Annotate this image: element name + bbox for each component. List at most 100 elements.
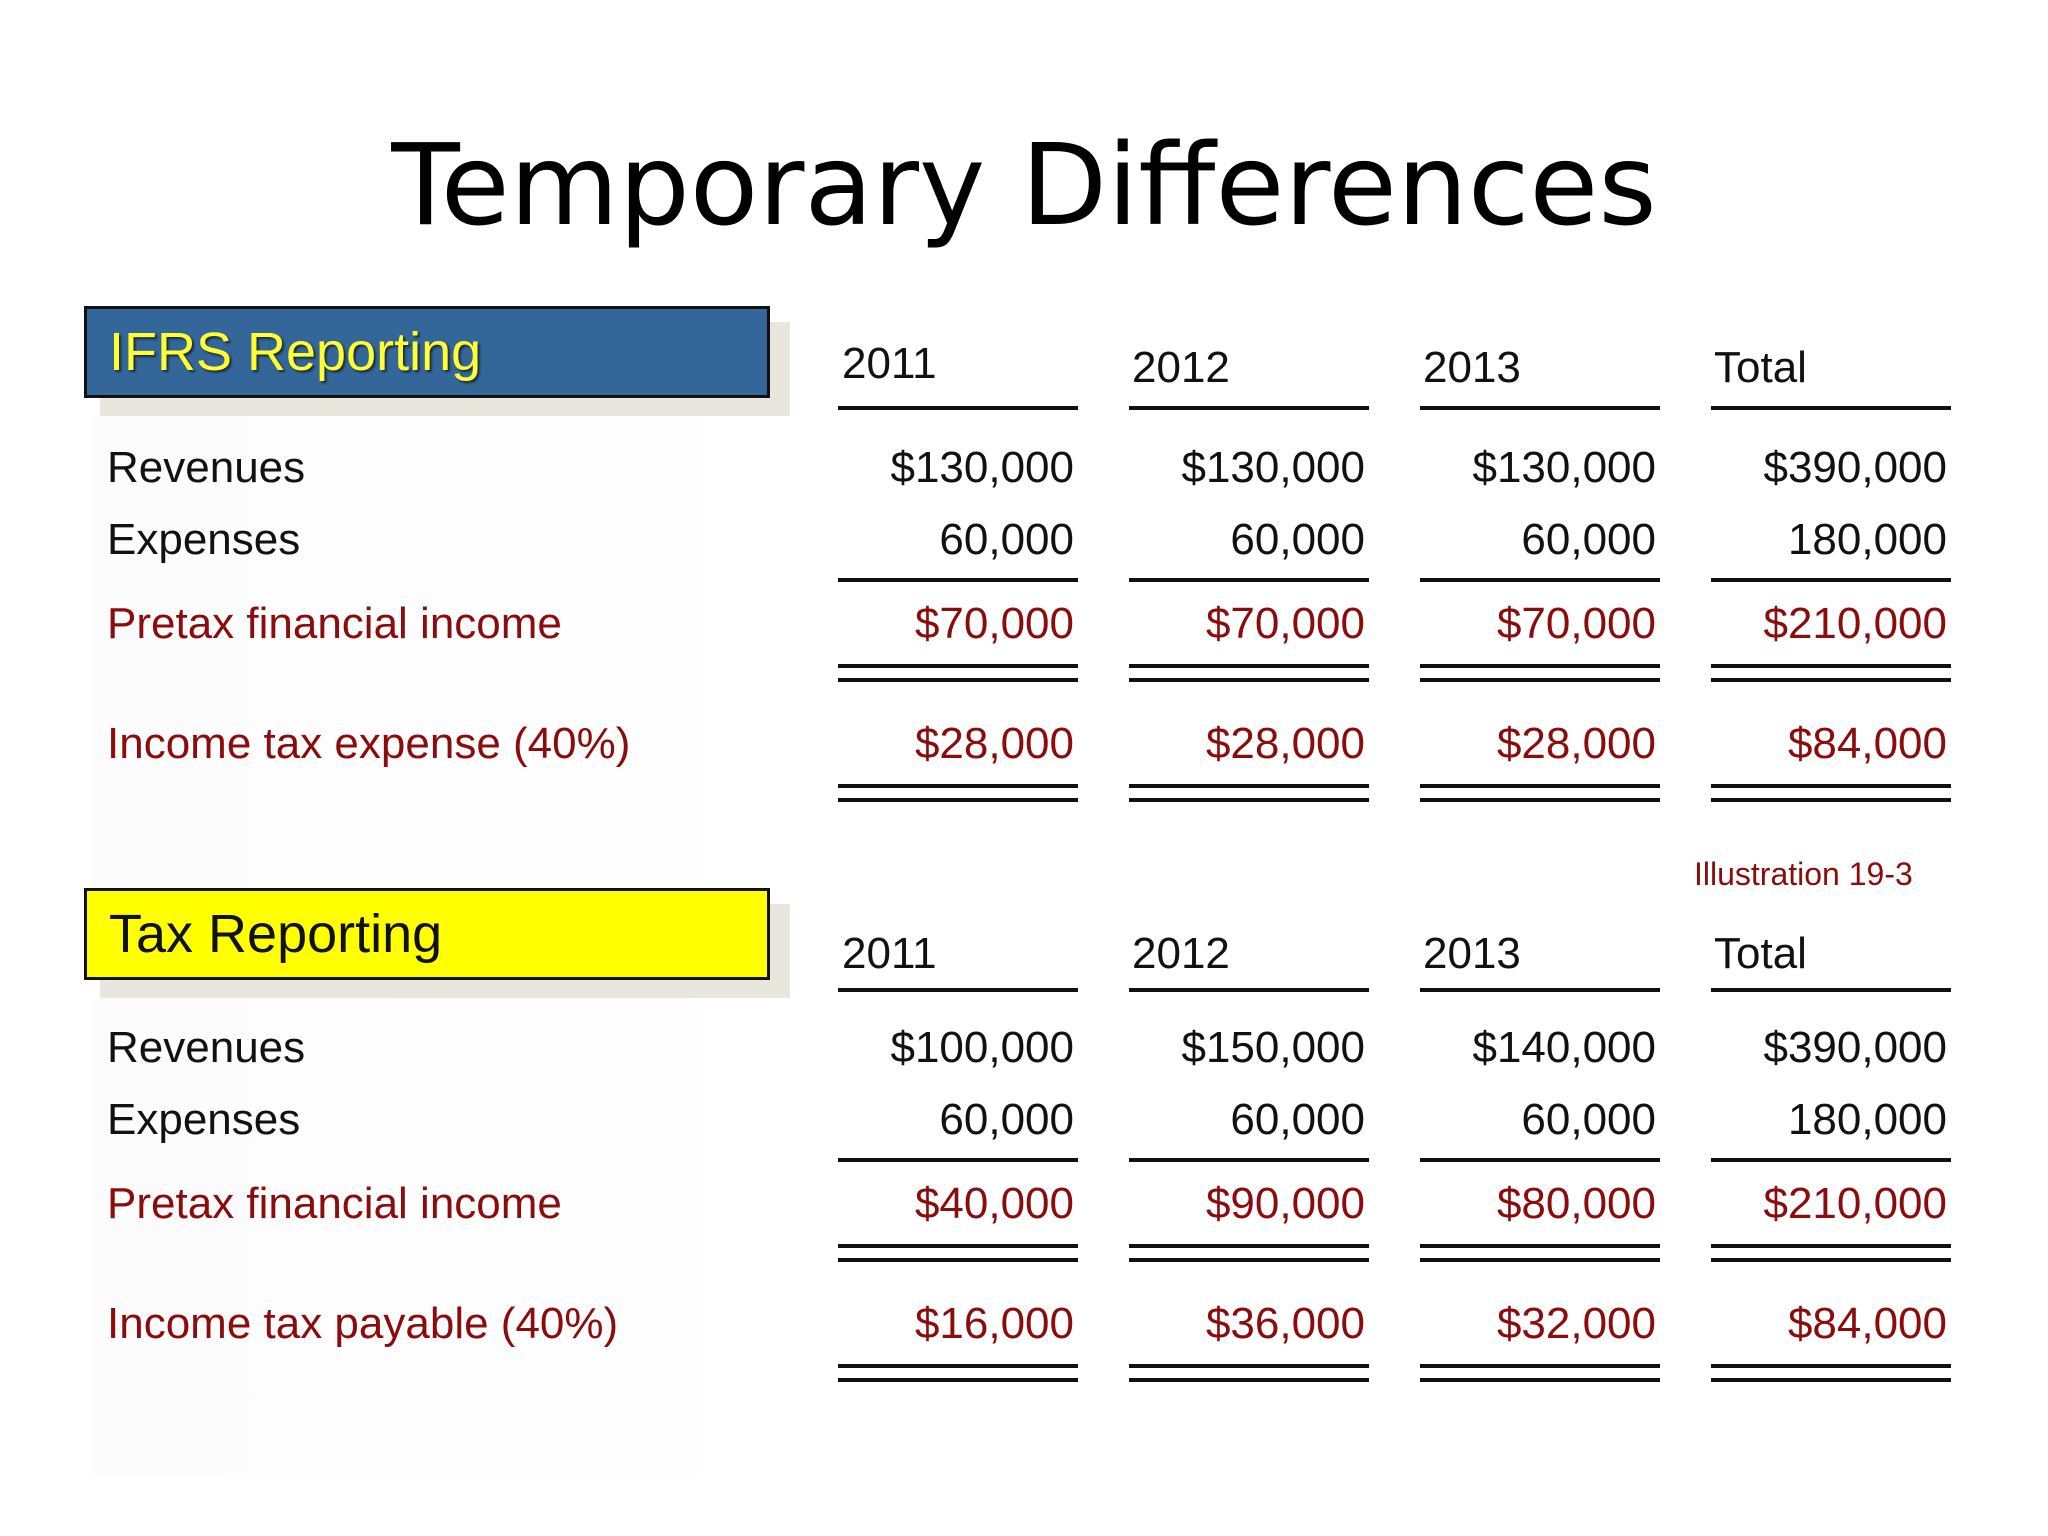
ifrs-double-underline: [838, 798, 1078, 802]
ifrs-double-underline: [1711, 664, 1951, 668]
tax-reporting-label: Tax Reporting: [84, 888, 770, 980]
tax-double-underline: [1129, 1244, 1369, 1248]
tax-expenses-2012: 60,000: [1230, 1095, 1365, 1144]
ifrs-double-underline: [1129, 678, 1369, 682]
tax-col-header-2011: 2011: [842, 929, 937, 978]
illustration-reference: Illustration 19-3: [1694, 856, 1913, 892]
tax-double-underline: [838, 1258, 1078, 1262]
tax-subtotal-underline: [1711, 1158, 1951, 1162]
tax-double-underline: [1420, 1258, 1660, 1262]
ifrs-revenues-2011: $130,000: [890, 443, 1074, 492]
ifrs-row-label-income-tax-expense: Income tax expense (40%): [107, 719, 631, 768]
ifrs-double-underline: [838, 664, 1078, 668]
ifrs-tax-expense-2012: $28,000: [1205, 719, 1365, 768]
ifrs-double-underline: [1711, 798, 1951, 802]
tax-double-underline: [1420, 1244, 1660, 1248]
ifrs-double-underline: [1129, 664, 1369, 668]
tax-expenses-2011: 60,000: [939, 1095, 1074, 1144]
ifrs-double-underline: [1711, 678, 1951, 682]
ifrs-col-header-2011: 2011: [842, 339, 937, 388]
tax-row-label-revenues: Revenues: [107, 1023, 306, 1072]
ifrs-expenses-2011: 60,000: [939, 515, 1074, 564]
ifrs-revenues-2012: $130,000: [1181, 443, 1365, 492]
tax-col-header-total: Total: [1714, 929, 1807, 978]
tax-revenues-2011: $100,000: [890, 1023, 1074, 1072]
tax-double-underline: [838, 1244, 1078, 1248]
ifrs-col-header-total: Total: [1714, 343, 1807, 392]
ifrs-revenues-2013: $130,000: [1472, 443, 1656, 492]
ifrs-double-underline: [1420, 798, 1660, 802]
ifrs-row-label-pretax-income: Pretax financial income: [107, 599, 562, 648]
tax-double-underline: [1129, 1364, 1369, 1368]
ifrs-double-underline: [1129, 798, 1369, 802]
tax-header-underline: [1129, 988, 1369, 992]
tax-subtotal-underline: [1420, 1158, 1660, 1162]
tax-col-header-2013: 2013: [1423, 929, 1521, 978]
ifrs-panel-background: [94, 416, 794, 896]
tax-double-underline: [1711, 1378, 1951, 1382]
ifrs-pretax-2012: $70,000: [1205, 599, 1365, 648]
tax-expenses-2013: 60,000: [1521, 1095, 1656, 1144]
tax-subtotal-underline: [1129, 1158, 1369, 1162]
tax-subtotal-underline: [838, 1158, 1078, 1162]
ifrs-subtotal-underline: [1420, 578, 1660, 582]
ifrs-tax-expense-total: $84,000: [1787, 719, 1947, 768]
tax-payable-2012: $36,000: [1205, 1299, 1365, 1348]
ifrs-double-underline: [1129, 784, 1369, 788]
tax-double-underline: [1711, 1258, 1951, 1262]
ifrs-expenses-total: 180,000: [1787, 515, 1947, 564]
ifrs-double-underline: [838, 784, 1078, 788]
tax-double-underline: [1129, 1258, 1369, 1262]
ifrs-double-underline: [1711, 784, 1951, 788]
ifrs-col-header-2013: 2013: [1423, 343, 1521, 392]
ifrs-row-label-expenses: Expenses: [107, 515, 301, 564]
ifrs-header-underline: [1711, 406, 1951, 410]
tax-double-underline: [1420, 1378, 1660, 1382]
tax-row-label-pretax-income: Pretax financial income: [107, 1179, 562, 1228]
tax-header-underline: [838, 988, 1078, 992]
ifrs-pretax-2013: $70,000: [1496, 599, 1656, 648]
tax-header-underline: [1420, 988, 1660, 992]
tax-pretax-2013: $80,000: [1496, 1179, 1656, 1228]
ifrs-pretax-2011: $70,000: [914, 599, 1074, 648]
ifrs-reporting-label: IFRS Reporting: [84, 306, 770, 398]
ifrs-tax-expense-2013: $28,000: [1496, 719, 1656, 768]
tax-expenses-total: 180,000: [1787, 1095, 1947, 1144]
tax-double-underline: [838, 1364, 1078, 1368]
tax-payable-total: $84,000: [1787, 1299, 1947, 1348]
tax-revenues-2012: $150,000: [1181, 1023, 1365, 1072]
ifrs-row-label-revenues: Revenues: [107, 443, 306, 492]
tax-double-underline: [1711, 1364, 1951, 1368]
ifrs-double-underline: [1420, 678, 1660, 682]
tax-payable-2011: $16,000: [914, 1299, 1074, 1348]
ifrs-expenses-2012: 60,000: [1230, 515, 1365, 564]
ifrs-revenues-total: $390,000: [1763, 443, 1947, 492]
slide-title: Temporary Differences: [391, 121, 1657, 251]
tax-double-underline: [838, 1378, 1078, 1382]
tax-revenues-2013: $140,000: [1472, 1023, 1656, 1072]
tax-row-label-expenses: Expenses: [107, 1095, 301, 1144]
ifrs-header-underline: [838, 406, 1078, 410]
tax-pretax-2011: $40,000: [914, 1179, 1074, 1228]
tax-double-underline: [1420, 1364, 1660, 1368]
ifrs-header-underline: [1420, 406, 1660, 410]
ifrs-col-header-2012: 2012: [1132, 343, 1230, 392]
ifrs-expenses-2013: 60,000: [1521, 515, 1656, 564]
tax-payable-2013: $32,000: [1496, 1299, 1656, 1348]
tax-header-underline: [1711, 988, 1951, 992]
ifrs-pretax-total: $210,000: [1763, 599, 1947, 648]
tax-pretax-2012: $90,000: [1205, 1179, 1365, 1228]
ifrs-subtotal-underline: [1129, 578, 1369, 582]
ifrs-tax-expense-2011: $28,000: [914, 719, 1074, 768]
tax-revenues-total: $390,000: [1763, 1023, 1947, 1072]
ifrs-double-underline: [1420, 664, 1660, 668]
ifrs-double-underline: [1420, 784, 1660, 788]
tax-panel-background: [94, 998, 794, 1478]
ifrs-double-underline: [838, 678, 1078, 682]
tax-double-underline: [1711, 1244, 1951, 1248]
ifrs-header-underline: [1129, 406, 1369, 410]
ifrs-subtotal-underline: [838, 578, 1078, 582]
tax-col-header-2012: 2012: [1132, 929, 1230, 978]
tax-double-underline: [1129, 1378, 1369, 1382]
tax-pretax-total: $210,000: [1763, 1179, 1947, 1228]
